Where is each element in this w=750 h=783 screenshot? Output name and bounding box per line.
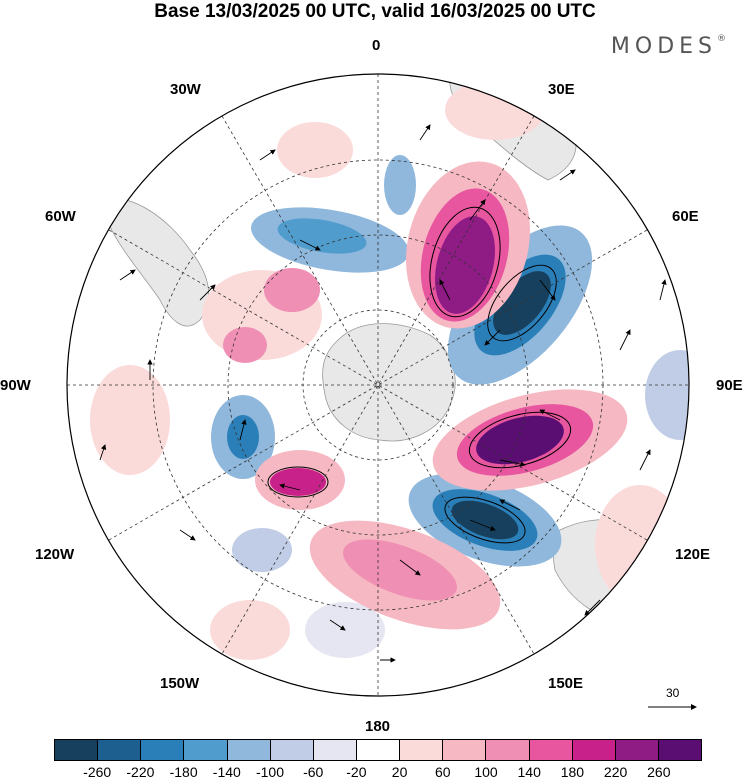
colorbar-tick-label: 260 [647,764,671,780]
registered-mark: ® [717,34,726,44]
colorbar-swatch [486,740,530,760]
colorbar-swatch [443,740,487,760]
graticule [67,74,689,696]
map-disc [67,74,689,696]
blue-anomaly-north-2 [384,155,416,215]
colorbar-swatch [400,740,444,760]
lon-label-60e: 60E [672,208,699,225]
colorbar-swatch [356,740,401,760]
pink-peak-east [476,415,564,465]
blue-anomaly-southwest [232,528,292,572]
pink-core-west [264,268,320,312]
pink-anomaly-far-west [90,365,170,475]
wind-vectors [99,124,667,663]
land-south-america [99,197,210,327]
colorbar-labels: -260 -220 -180 -140 -100 -60 -20 20 60 100 140 180 2… [54,764,702,782]
pink-anomaly-far-east [595,485,685,605]
colorbar-tick-label: 20 [391,764,408,780]
lon-label-90w: 90W [0,377,31,394]
lon-label-120w: 120W [35,546,75,563]
brand-text: MODES [610,34,717,59]
colorbar-tick-label: -260 [83,764,112,780]
colorbar-tick-label: -20 [346,764,367,780]
colorbar-swatch [615,740,659,760]
lon-label-180: 180 [365,718,391,735]
lon-label-90e: 90E [716,377,743,394]
positive-anomalies [90,80,685,660]
vector-scale-label: 30 [666,686,680,700]
lon-label-60w: 60W [45,208,76,225]
colorbar-tick-label: 60 [435,764,451,780]
colorbar-tick-label: -60 [303,764,324,780]
brand-logo: MODES® [611,34,726,59]
colorbar-tick-label: 140 [517,764,541,780]
lon-label-150w: 150W [160,675,200,692]
lon-label-30e: 30E [548,81,575,98]
pink-core-south [343,539,457,601]
pink-core-west-2 [223,327,267,363]
colorbar-tick-label: -180 [169,764,198,780]
colorbar-tick-label: -220 [126,764,155,780]
colorbar-swatch [313,740,357,760]
colorbar-swatch [529,740,573,760]
land-antarctica [322,323,456,442]
pink-peak-southwest [270,468,326,496]
pink-anomaly-southwest-2 [210,600,290,660]
blue-core-north [277,218,367,254]
colorbar-swatch [270,740,314,760]
colorbar-tick-label: -140 [212,764,241,780]
colorbar-swatch [572,740,616,760]
lon-label-30w: 30W [170,81,201,98]
colorbar-tick-label: 220 [603,764,628,780]
lon-label-150e: 150E [548,675,584,692]
blue-anomaly-far-east [645,350,689,440]
colorbar-swatch [98,740,142,760]
pink-anomaly-africa [445,80,545,140]
blue-peak-southeast [451,500,519,540]
lon-label-0: 0 [372,37,381,54]
pink-peak-northeast [435,216,495,314]
lon-label-120e: 120E [675,546,711,563]
negative-anomalies [211,155,689,658]
colorbar-swatch [658,740,702,760]
colorbar-swatch [184,740,228,760]
colorbar-tick-label: -100 [255,764,285,780]
colorbar-swatch [227,740,271,760]
colorbar-tick-label: 180 [560,764,585,780]
pink-anomaly-north [277,122,353,178]
colorbar-swatch [55,740,99,760]
colorbar-tick-label: 100 [474,764,498,780]
colorbar [54,739,702,761]
blue-core-west [227,415,259,459]
map-boundary [66,73,690,697]
blue-peak-east [493,271,551,335]
map-title: Base 13/03/2025 00 UTC, valid 16/03/2025… [154,1,596,22]
colorbar-swatch [141,740,185,760]
